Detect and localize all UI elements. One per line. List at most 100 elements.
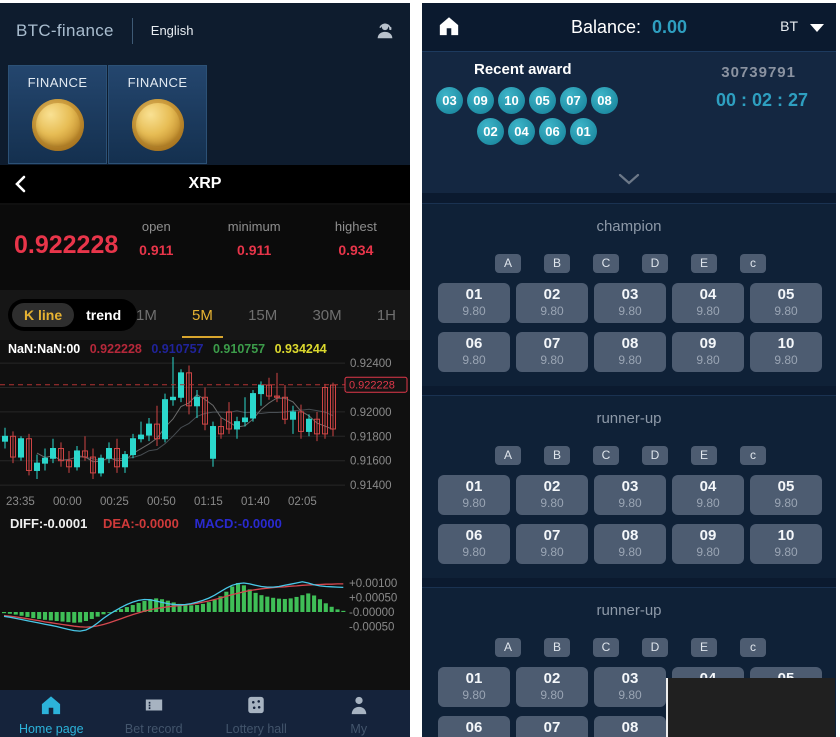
finance-card-label: FINANCE bbox=[127, 75, 188, 90]
trading-panel: BTC-finance English FINANCE FINANCE bbox=[0, 3, 410, 737]
currency-selector[interactable]: BT bbox=[780, 18, 798, 34]
minimum-label: minimum bbox=[227, 219, 281, 234]
letter-chip-c[interactable]: c bbox=[740, 446, 766, 465]
letter-chip-E[interactable]: E bbox=[691, 254, 717, 273]
svg-text:23:35: 23:35 bbox=[6, 496, 35, 508]
letter-chip-E[interactable]: E bbox=[691, 638, 717, 657]
brand-title: BTC-finance bbox=[16, 20, 114, 40]
bet-number: 05 bbox=[777, 286, 795, 303]
letter-chip-D[interactable]: D bbox=[642, 638, 668, 657]
chevron-down-icon[interactable] bbox=[810, 24, 824, 32]
tab-trend[interactable]: trend bbox=[86, 307, 122, 323]
chart-tab-bar: K line trend 1M 5M 15M 30M 1H bbox=[0, 290, 410, 340]
gold-coin-icon bbox=[31, 99, 84, 151]
home-icon[interactable] bbox=[438, 15, 460, 37]
letter-chip-B[interactable]: B bbox=[544, 446, 570, 465]
bet-number-button-03[interactable]: 03 9.80 bbox=[594, 283, 666, 323]
letter-chip-D[interactable]: D bbox=[642, 446, 668, 465]
bet-number: 08 bbox=[621, 719, 639, 736]
tab-kline[interactable]: K line bbox=[12, 303, 75, 327]
highest-price-block: highest 0.934 bbox=[335, 219, 377, 258]
bet-odds: 9.80 bbox=[618, 688, 642, 702]
chevron-down-icon[interactable] bbox=[618, 173, 640, 185]
letter-chip-B[interactable]: B bbox=[544, 254, 570, 273]
back-icon[interactable] bbox=[12, 174, 30, 194]
letter-chip-A[interactable]: A bbox=[495, 638, 521, 657]
bet-odds: 9.80 bbox=[696, 545, 720, 559]
letter-chip-E[interactable]: E bbox=[691, 446, 717, 465]
minimum-value: 0.911 bbox=[237, 242, 272, 258]
letter-chip-A[interactable]: A bbox=[495, 446, 521, 465]
letter-chip-C[interactable]: C bbox=[593, 638, 619, 657]
letter-chip-D[interactable]: D bbox=[642, 254, 668, 273]
symbol-title-bar: XRP bbox=[0, 165, 410, 203]
lottery-panel: Balance: 0.00 BT Recent award 03 09 10 05 07… bbox=[422, 3, 836, 737]
bet-number-button-02[interactable]: 02 9.80 bbox=[516, 667, 588, 707]
timeframe-1h[interactable]: 1H bbox=[376, 306, 396, 324]
nav-home-page[interactable]: Home page bbox=[0, 690, 103, 737]
bet-number: 10 bbox=[777, 335, 795, 352]
bet-number-button-01[interactable]: 01 9.80 bbox=[438, 475, 510, 515]
bet-number-button-02[interactable]: 02 9.80 bbox=[516, 475, 588, 515]
bet-number: 09 bbox=[699, 335, 717, 352]
letter-chip-c[interactable]: c bbox=[740, 638, 766, 657]
svg-text:-0.00050: -0.00050 bbox=[349, 622, 394, 634]
left-header: BTC-finance English bbox=[0, 3, 410, 58]
svg-text:0.91400: 0.91400 bbox=[350, 480, 392, 492]
letter-chip-B[interactable]: B bbox=[544, 638, 570, 657]
bet-number-button-03[interactable]: 03 9.80 bbox=[594, 667, 666, 707]
letter-chip-A[interactable]: A bbox=[495, 254, 521, 273]
bet-number: 06 bbox=[465, 527, 483, 544]
nav-lottery-hall[interactable]: Lottery hall bbox=[205, 690, 308, 737]
timeframe-15m[interactable]: 15M bbox=[248, 306, 278, 324]
letter-chip-C[interactable]: C bbox=[593, 254, 619, 273]
nav-my[interactable]: My bbox=[308, 690, 411, 737]
language-switch[interactable]: English bbox=[150, 23, 194, 38]
svg-text:01:40: 01:40 bbox=[241, 496, 270, 508]
letter-chip-C[interactable]: C bbox=[593, 446, 619, 465]
bet-odds: 9.80 bbox=[696, 496, 720, 510]
bet-number-button-07[interactable]: 079.80 bbox=[516, 716, 588, 737]
bet-number: 02 bbox=[543, 478, 561, 495]
bet-number-button-08[interactable]: 089.80 bbox=[594, 716, 666, 737]
nav-bet-record[interactable]: Bet record bbox=[103, 690, 206, 737]
highest-label: highest bbox=[334, 219, 377, 234]
finance-card[interactable]: FINANCE bbox=[8, 65, 107, 164]
bet-number-button-01[interactable]: 01 9.80 bbox=[438, 283, 510, 323]
bet-number-button-02[interactable]: 02 9.80 bbox=[516, 283, 588, 323]
bet-odds: 9.80 bbox=[540, 688, 564, 702]
timeframe-30m[interactable]: 30M bbox=[312, 306, 342, 324]
person-icon bbox=[351, 696, 367, 715]
section-title: runner-up bbox=[596, 410, 662, 427]
svg-text:00:00: 00:00 bbox=[53, 496, 82, 508]
nav-label: Bet record bbox=[124, 722, 183, 736]
bet-odds: 9.80 bbox=[618, 304, 642, 318]
finance-card[interactable]: FINANCE bbox=[108, 65, 207, 164]
bet-odds: 9.80 bbox=[696, 353, 720, 367]
bet-number-button-03[interactable]: 03 9.80 bbox=[594, 475, 666, 515]
bet-number-button-01[interactable]: 01 9.80 bbox=[438, 667, 510, 707]
customer-service-icon[interactable] bbox=[374, 19, 396, 41]
timeframe-5m[interactable]: 5M bbox=[182, 301, 223, 338]
bet-number-button-06[interactable]: 069.80 bbox=[438, 716, 510, 737]
letter-chip-c[interactable]: c bbox=[740, 254, 766, 273]
timeframe-1m[interactable]: 1M bbox=[136, 306, 157, 324]
